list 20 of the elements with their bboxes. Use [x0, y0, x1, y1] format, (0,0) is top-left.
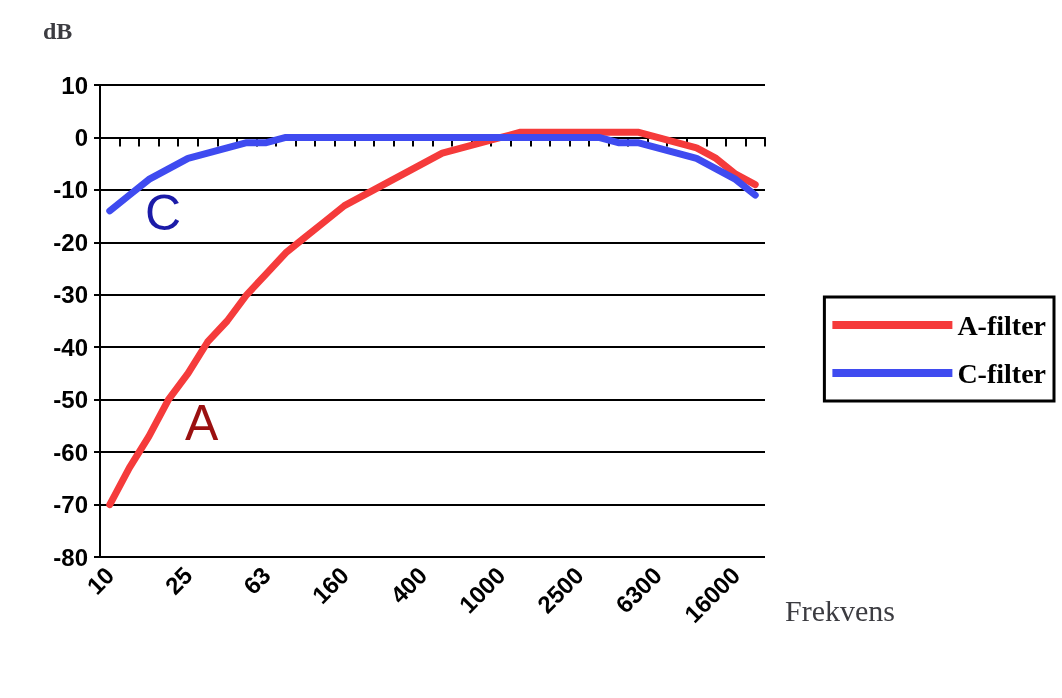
x-tick-label: 400 — [384, 561, 433, 609]
x-axis-title: Frekvens — [785, 593, 895, 627]
x-tick-label: 25 — [159, 561, 198, 600]
annotation: C — [145, 185, 182, 241]
y-tick-label: -30 — [53, 281, 88, 309]
y-tick-label: -80 — [53, 543, 88, 571]
y-tick-label: -70 — [53, 491, 88, 519]
x-tick-label: 160 — [306, 561, 355, 609]
x-tick-label: 63 — [237, 561, 276, 600]
legend-label: A-filter — [957, 309, 1046, 341]
y-tick-label: 0 — [74, 123, 88, 151]
y-tick-label: -60 — [53, 438, 88, 466]
y-tick-label: -10 — [53, 176, 88, 204]
legend-label: C-filter — [957, 357, 1046, 389]
y-tick-label: -20 — [53, 228, 88, 256]
annotation: A — [185, 395, 219, 451]
y-tick-label: -40 — [53, 333, 88, 361]
y-axis-title: dB — [43, 18, 73, 44]
y-tick-label: 10 — [61, 71, 88, 99]
y-tick-label: -50 — [53, 386, 88, 414]
